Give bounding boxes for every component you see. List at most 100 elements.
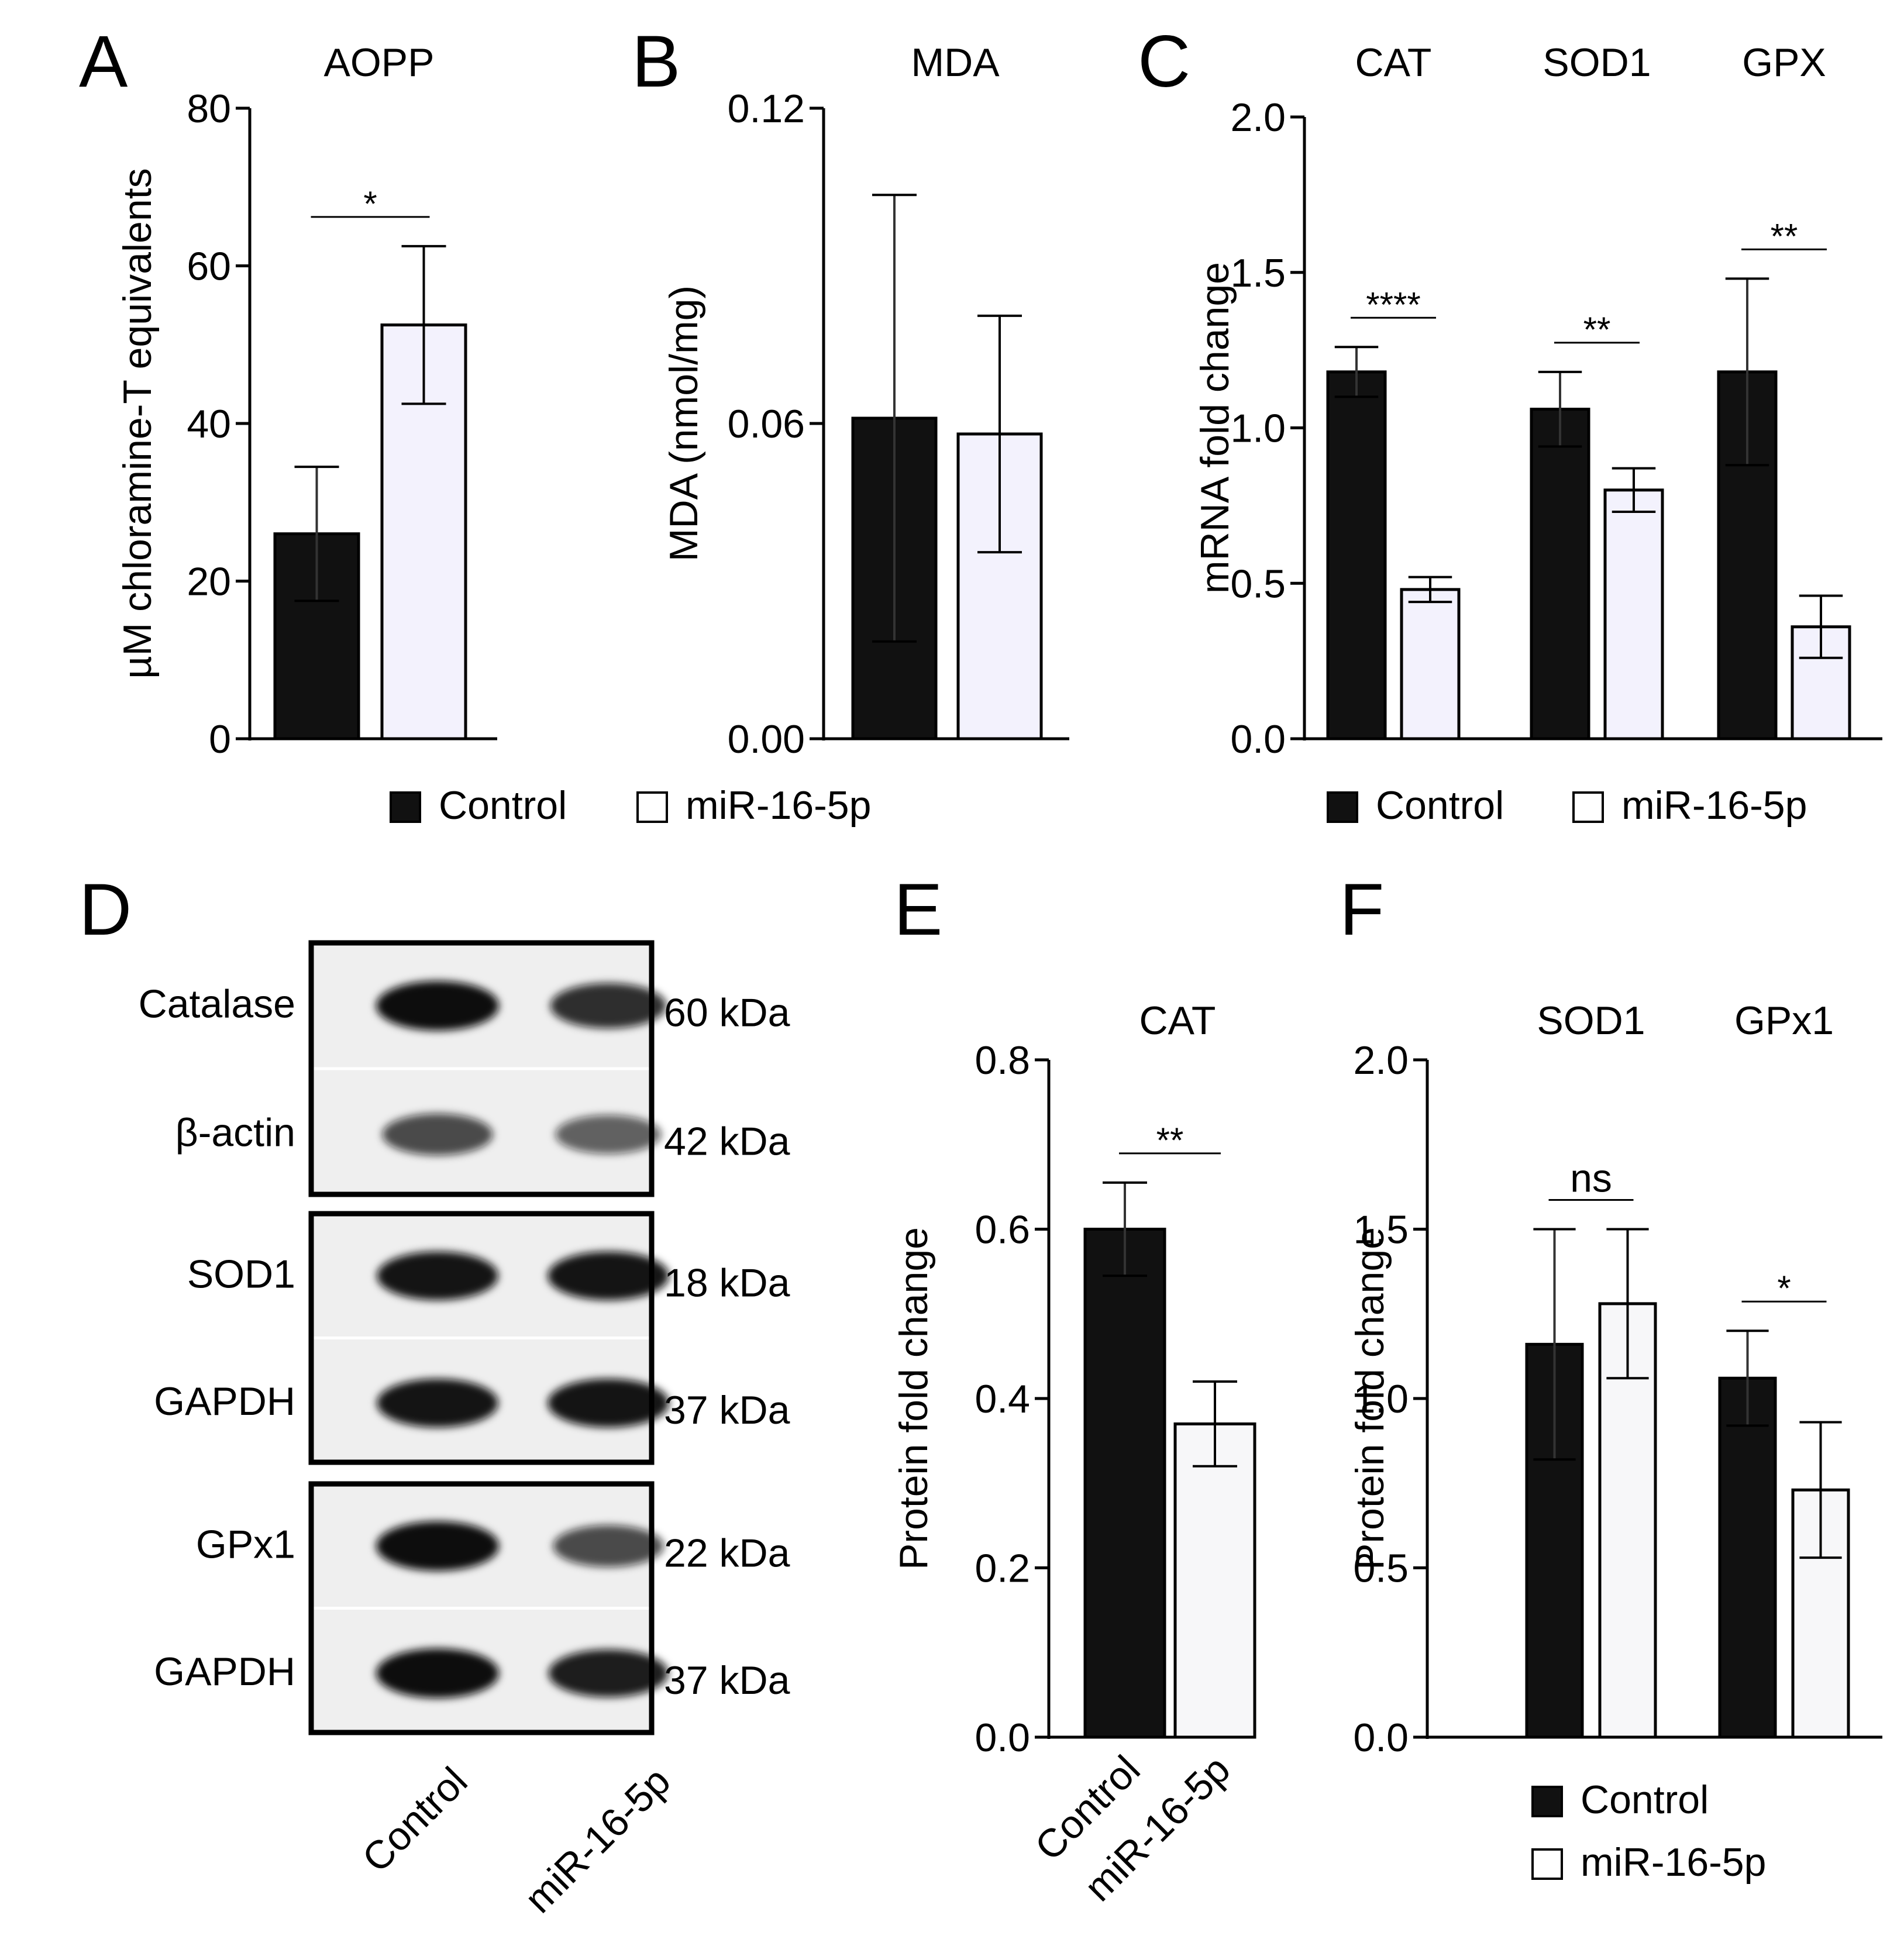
legend-swatch-mir-16-5p: [636, 791, 668, 823]
panel-c-group-label: GPX: [1742, 40, 1826, 85]
blot-lane-label-control: Control: [354, 1759, 476, 1881]
panel-c-error-bar: [1725, 277, 1769, 467]
panel-e-title: CAT: [1139, 998, 1216, 1043]
panel-f-error-bar: [1606, 1228, 1649, 1380]
blot-box-1: Catalase 60 kDa β-actin 42 kDa: [139, 940, 790, 1197]
panel-e-y-axis-label: Protein fold change: [891, 1227, 936, 1570]
blot-size-label: 18 kDa: [664, 1260, 790, 1305]
panel-c-bar-control: [1326, 370, 1387, 740]
panel-a-y-tick-label: 40: [187, 402, 231, 446]
blot-size-label: 22 kDa: [664, 1531, 790, 1575]
panel-letter-d: D: [79, 869, 132, 950]
blot-protein-label: SOD1: [187, 1252, 295, 1296]
panel-c-group-label: CAT: [1355, 40, 1432, 85]
panel-c-y-tick-label: 0.5: [1230, 562, 1286, 606]
blot-protein-label: Catalase: [139, 982, 295, 1027]
panel-c-group-label: SOD1: [1543, 40, 1651, 85]
panel-a-chart: 0 20 40 60 80 µM chloramine-T equivalents AOPP…: [115, 40, 497, 762]
panel-b-title: MDA: [911, 40, 1000, 85]
panel-f-group-label: SOD1: [1537, 998, 1645, 1043]
blot-protein-label: GAPDH: [154, 1649, 295, 1694]
blot-band-control: [376, 1521, 499, 1571]
panel-e-bar-control: [1083, 1228, 1166, 1739]
blot-box-3: GPx1 22 kDa GAPDH 37 kDa: [154, 1481, 790, 1735]
panel-c-error-bar: [1612, 467, 1656, 514]
blot-band-control: [377, 1251, 498, 1300]
panel-a-y-axis-label: µM chloramine-T equivalents: [115, 168, 160, 678]
blot-band-mir-16-5p: [555, 1115, 662, 1154]
panel-c-significance-label: **: [1771, 216, 1798, 256]
blot-frame: [308, 1211, 655, 1465]
panel-a-error-bar: [294, 466, 339, 602]
blot-protein-label: GAPDH: [154, 1379, 295, 1424]
blot-size-label: 37 kDa: [664, 1658, 790, 1703]
blot-band-mir-16-5p: [553, 1525, 664, 1567]
panel-f-y-tick-label: 1.0: [1353, 1377, 1409, 1421]
panel-f-significance-label: *: [1777, 1269, 1791, 1308]
panel-c-y-tick-label: 2.0: [1230, 95, 1286, 140]
panel-e-bar-mir-16-5p: [1173, 1422, 1256, 1739]
legend-swatch-mir-16-5p: [1531, 1848, 1563, 1880]
panel-c-error-bar: [1408, 576, 1452, 604]
panel-c-significance-label: **: [1583, 310, 1611, 349]
legend-panel-f: Control miR-16-5p: [1531, 1778, 1766, 1885]
blot-box-2: SOD1 18 kDa GAPDH 37 kDa: [154, 1211, 790, 1465]
legend-swatch-control: [390, 791, 421, 823]
panel-f-y-tick-label: 2.0: [1353, 1038, 1409, 1083]
panel-b-chart: 0.00 0.06 0.12 MDA (nmol/mg) MDA: [662, 40, 1069, 762]
panel-b-error-bar: [977, 314, 1022, 554]
legend-label-control: Control: [1376, 783, 1504, 828]
panel-b-y-tick-label: 0.12: [728, 87, 805, 131]
panel-f-error-bar: [1726, 1329, 1769, 1427]
panel-f-y-tick-label: 1.5: [1353, 1208, 1409, 1252]
panel-a-error-bar: [401, 244, 446, 405]
panel-c-y-axis-label: mRNA fold change: [1193, 262, 1237, 594]
blot-band-control: [376, 981, 499, 1031]
legend-swatch-mir-16-5p: [1572, 791, 1604, 823]
panel-f-y-tick-label: 0.0: [1353, 1716, 1409, 1760]
blot-size-label: 37 kDa: [664, 1388, 790, 1432]
blot-band-control: [382, 1113, 493, 1156]
panel-e-y-tick-label: 0.6: [975, 1208, 1030, 1252]
panel-b-error-bar: [872, 194, 917, 643]
panel-letter-a: A: [79, 21, 128, 102]
blot-lane-label-mir-16-5p: miR-16-5p: [516, 1759, 679, 1921]
panel-c-y-tick-label: 1.5: [1230, 251, 1286, 295]
panel-letter-b: B: [632, 21, 680, 102]
panel-letter-c: C: [1138, 21, 1190, 102]
panel-e-y-tick-label: 0.8: [975, 1038, 1030, 1083]
panel-e-y-tick-label: 0.4: [975, 1377, 1030, 1421]
panel-f-bar-control: [1718, 1376, 1777, 1739]
panel-f-group-label: GPx1: [1734, 998, 1834, 1043]
panel-b-y-axis-label: MDA (nmol/mg): [662, 285, 706, 562]
blot-band-mir-16-5p: [548, 1251, 669, 1300]
panel-a-title: AOPP: [324, 40, 435, 85]
panel-letter-f: F: [1340, 869, 1384, 950]
panel-f-y-axis-label: Protein fold change: [1348, 1227, 1392, 1570]
blot-size-label: 60 kDa: [664, 991, 790, 1035]
panel-c-error-bar: [1538, 370, 1582, 448]
panel-c-y-tick-label: 1.0: [1230, 407, 1286, 451]
blot-frame: [308, 1481, 655, 1735]
blot-protein-label: β-actin: [175, 1111, 295, 1155]
panel-c-error-bar: [1799, 594, 1843, 659]
panel-f-chart: 0.0 0.5 1.0 1.5 2.0 Protein fold change SOD1 ns…: [1348, 998, 1882, 1760]
panel-f-error-bar: [1799, 1421, 1842, 1559]
blot-size-label: 42 kDa: [664, 1120, 790, 1164]
panel-b-y-tick-label: 0.00: [728, 717, 805, 762]
blot-band-mir-16-5p: [550, 983, 667, 1029]
legend-label-mir-16-5p: miR-16-5p: [686, 783, 871, 828]
panel-c-bar-control: [1530, 408, 1590, 740]
panel-c-error-bar: [1334, 346, 1379, 398]
panel-e-error-bar: [1103, 1181, 1147, 1277]
panel-c-bar-mir-16-5p: [1400, 588, 1461, 740]
blot-protein-label: GPx1: [196, 1522, 295, 1566]
legend-panels-a-b: Control miR-16-5p: [390, 783, 871, 828]
panel-c-significance-label: ****: [1366, 285, 1420, 324]
legend-swatch-control: [1327, 791, 1358, 823]
legend-label-control: Control: [439, 783, 567, 828]
western-blot-panel-d: Catalase 60 kDa β-actin 42 kDa SOD1 18 kDa GAP…: [139, 940, 790, 1921]
panel-f-error-bar: [1533, 1228, 1576, 1461]
